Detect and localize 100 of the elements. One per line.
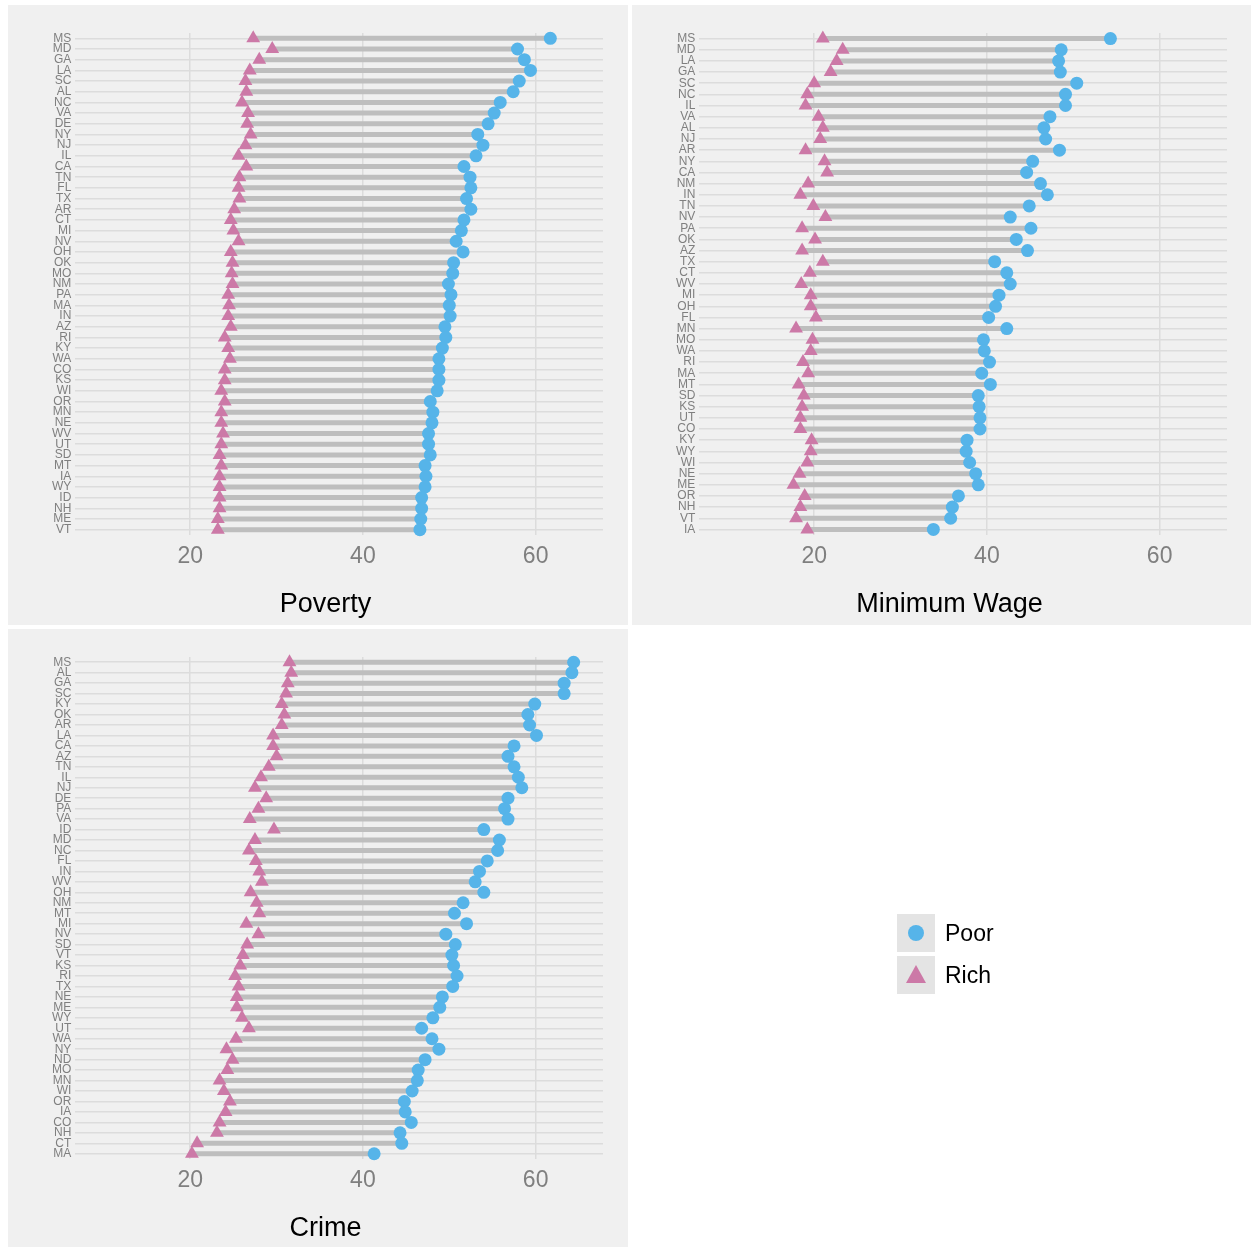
point [435, 990, 449, 1004]
point [239, 158, 254, 171]
point [447, 906, 461, 920]
point [439, 330, 453, 344]
point [528, 697, 542, 711]
point [795, 220, 810, 233]
point [468, 875, 482, 889]
point [507, 760, 521, 774]
point [432, 362, 446, 376]
point [804, 432, 819, 445]
point [212, 500, 227, 513]
point [425, 416, 439, 430]
point [249, 894, 264, 907]
point [214, 382, 229, 395]
point [1026, 154, 1040, 168]
point [983, 377, 997, 391]
point [1000, 322, 1014, 336]
point [808, 309, 823, 322]
point [796, 387, 811, 400]
point [800, 521, 815, 534]
point [251, 926, 266, 939]
point [226, 222, 241, 235]
point [487, 106, 501, 120]
point [426, 1011, 440, 1025]
point [212, 446, 227, 459]
point [1009, 232, 1023, 246]
point [229, 999, 244, 1012]
point [229, 1030, 243, 1043]
point [240, 115, 255, 128]
point [235, 947, 250, 960]
point [282, 654, 297, 667]
point [449, 234, 463, 248]
y-tick-label: OK [53, 254, 72, 269]
point [248, 852, 263, 865]
point [433, 1000, 447, 1014]
point [818, 209, 833, 222]
point [405, 1084, 419, 1098]
point [415, 501, 429, 515]
point [231, 147, 246, 160]
point [823, 64, 838, 77]
point [523, 63, 537, 77]
point [216, 1083, 231, 1096]
point [210, 510, 225, 523]
point [422, 437, 436, 451]
point [241, 105, 255, 118]
point [241, 1020, 256, 1033]
point [806, 197, 821, 210]
point [1052, 54, 1066, 68]
point [801, 175, 816, 188]
point [225, 1051, 240, 1064]
point [238, 73, 253, 86]
point [280, 675, 295, 688]
y-tick-label: TX [55, 190, 72, 205]
point [969, 467, 983, 481]
point [252, 51, 267, 64]
point [454, 224, 468, 238]
point [506, 85, 520, 99]
point [447, 959, 461, 973]
point [442, 298, 456, 312]
x-tick-label: 20 [177, 1166, 203, 1193]
point [557, 687, 571, 701]
y-tick-label: MS [677, 30, 696, 45]
point [415, 1021, 429, 1035]
point [190, 1135, 205, 1148]
point [811, 108, 826, 121]
point [972, 400, 986, 414]
x-tick-label: 20 [177, 542, 203, 569]
point [521, 708, 535, 722]
point [457, 160, 471, 174]
point [789, 320, 803, 333]
point [959, 444, 973, 458]
point [798, 142, 813, 155]
point [464, 202, 478, 216]
point [977, 344, 991, 358]
point [254, 873, 269, 886]
point [430, 384, 444, 398]
point [261, 758, 276, 771]
point [425, 1032, 439, 1046]
point [493, 95, 507, 109]
x-tick-label: 40 [350, 542, 376, 569]
point [443, 309, 457, 323]
point [1052, 143, 1066, 157]
point [530, 728, 543, 742]
point [210, 521, 225, 534]
point [415, 491, 429, 505]
point [221, 308, 236, 321]
point [439, 927, 453, 941]
point [448, 938, 462, 952]
point [214, 414, 229, 427]
point [511, 42, 524, 56]
point [792, 465, 807, 478]
point [982, 310, 996, 324]
point [963, 455, 977, 469]
point [266, 737, 281, 750]
point [252, 905, 267, 918]
point [240, 936, 255, 949]
point [212, 468, 227, 481]
point [248, 832, 262, 845]
point [242, 811, 257, 824]
point [229, 988, 244, 1001]
